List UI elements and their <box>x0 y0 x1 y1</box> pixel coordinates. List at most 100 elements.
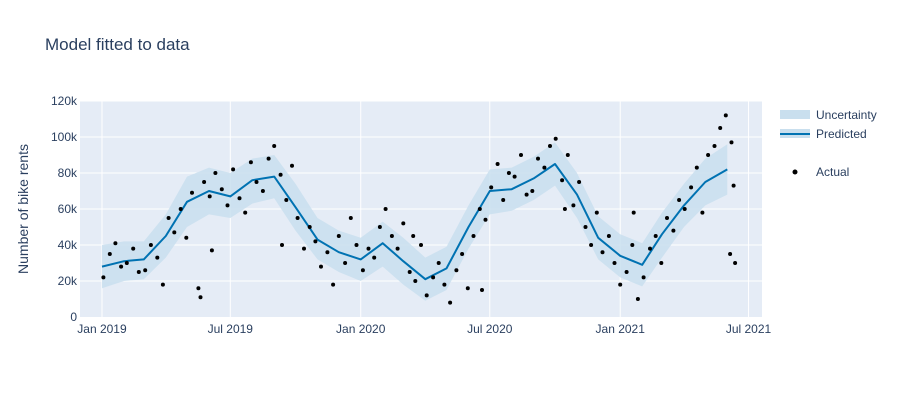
actual-point <box>196 286 201 291</box>
legend-swatch-uncertainty <box>780 110 810 119</box>
actual-point <box>231 167 236 172</box>
actual-point <box>606 234 611 238</box>
actual-point <box>143 268 148 273</box>
x-tick-label: Jan 2021 <box>596 322 646 336</box>
actual-point <box>325 250 330 255</box>
actual-point <box>272 144 277 148</box>
actual-point <box>731 183 736 188</box>
actual-point <box>512 174 517 179</box>
x-tick-label: Jan 2019 <box>77 322 127 336</box>
actual-point <box>524 192 529 197</box>
y-axis-title: Number of bike rents <box>15 144 31 274</box>
actual-point <box>360 268 365 273</box>
actual-point <box>483 217 488 222</box>
actual-point <box>641 275 646 280</box>
actual-point <box>107 252 112 256</box>
actual-point <box>612 261 617 265</box>
actual-point <box>694 165 699 170</box>
actual-point <box>313 239 318 244</box>
actual-point <box>202 180 207 184</box>
actual-point <box>665 216 669 220</box>
actual-point <box>671 228 676 233</box>
y-tick-label: 20k <box>58 274 78 288</box>
actual-point <box>237 196 242 201</box>
y-tick-label: 100k <box>51 130 78 144</box>
x-tick-label: Jan 2020 <box>336 322 386 336</box>
actual-point <box>383 207 388 211</box>
actual-point <box>431 275 436 280</box>
actual-point <box>560 178 565 183</box>
actual-point <box>506 171 511 175</box>
actual-point <box>519 153 523 157</box>
actual-point <box>395 246 400 251</box>
actual-point <box>536 156 540 161</box>
actual-point <box>172 230 177 235</box>
actual-point <box>302 246 306 251</box>
legend-label: Uncertainty <box>816 108 877 122</box>
legend-item-predicted[interactable]: Predicted <box>780 127 867 141</box>
chart-title: Model fitted to data <box>45 35 190 54</box>
actual-point <box>712 144 717 148</box>
actual-point <box>124 261 129 265</box>
actual-point <box>723 113 728 118</box>
actual-point <box>148 243 153 247</box>
actual-point <box>343 261 348 265</box>
y-tick-label: 80k <box>58 166 78 180</box>
actual-point <box>155 255 160 260</box>
y-tick-label: 120k <box>51 94 78 108</box>
actual-point <box>280 243 284 247</box>
actual-point <box>477 207 482 211</box>
actual-point <box>448 300 453 305</box>
actual-point <box>594 210 599 215</box>
legend-item-actual[interactable]: Actual <box>792 165 850 179</box>
legend-label: Actual <box>816 165 849 179</box>
legend-item-uncertainty[interactable]: Uncertainty <box>780 108 877 122</box>
actual-point <box>209 248 214 253</box>
actual-point <box>682 207 687 211</box>
actual-point <box>460 252 465 256</box>
actual-point <box>266 156 271 161</box>
actual-point <box>243 210 248 215</box>
legend: Uncertainty Predicted Actual <box>780 108 877 179</box>
actual-point <box>248 160 253 165</box>
actual-point <box>548 144 552 148</box>
actual-point <box>653 234 658 238</box>
actual-point <box>565 153 570 157</box>
actual-point <box>442 282 447 287</box>
predicted-line <box>101 163 728 281</box>
actual-point <box>372 255 377 260</box>
actual-point <box>213 171 218 175</box>
actual-point <box>354 243 359 247</box>
actual-point <box>733 261 738 265</box>
actual-point <box>366 246 371 251</box>
predicted-layer <box>101 163 728 281</box>
actual-point <box>307 225 312 229</box>
actual-point <box>424 293 429 298</box>
y-tick-label: 40k <box>58 238 78 252</box>
legend-swatch-actual <box>792 169 798 175</box>
actual-point <box>101 275 106 280</box>
actual-point <box>166 216 171 220</box>
actual-point <box>348 216 353 220</box>
actual-point <box>501 198 506 202</box>
actual-point <box>728 252 733 256</box>
actual-point <box>254 180 259 184</box>
actual-point <box>635 297 640 301</box>
y-axis-ticks: 0 20k 40k 60k 80k 100k 120k <box>51 94 78 324</box>
actual-point <box>136 270 141 274</box>
actual-point <box>677 198 682 202</box>
actual-point <box>336 234 341 238</box>
actual-point <box>207 194 212 199</box>
actual-point <box>260 189 265 193</box>
actual-point <box>131 246 136 251</box>
actual-point <box>718 126 723 130</box>
actual-point <box>290 163 294 168</box>
actual-point <box>407 270 412 274</box>
actual-point <box>530 189 535 193</box>
actual-point <box>377 225 382 229</box>
actual-point <box>631 210 636 215</box>
x-tick-label: Jul 2021 <box>726 322 772 336</box>
actual-point <box>589 243 594 247</box>
actual-point <box>471 234 476 238</box>
